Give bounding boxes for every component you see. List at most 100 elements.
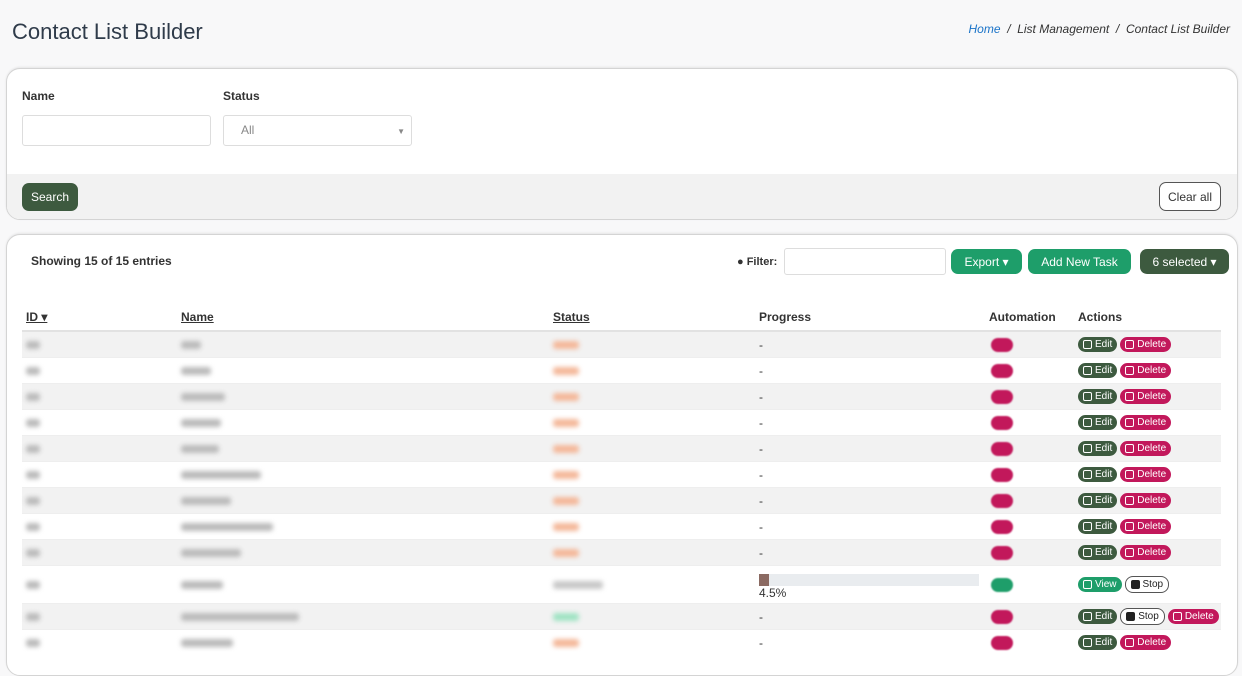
action-label: View: [1095, 579, 1117, 590]
action-button[interactable]: Delete: [1120, 519, 1172, 534]
action-button[interactable]: Delete: [1120, 363, 1172, 378]
table-cell: -: [755, 461, 985, 488]
action-button[interactable]: Delete: [1167, 609, 1219, 624]
action-button[interactable]: Delete: [1120, 337, 1172, 352]
add-task-button[interactable]: Add New Task: [1028, 249, 1131, 274]
action-button[interactable]: Delete: [1120, 493, 1172, 508]
icon: [1083, 612, 1092, 621]
action-button[interactable]: Edit: [1078, 467, 1118, 482]
table-cell: -: [755, 357, 985, 384]
redacted-id: [26, 393, 40, 402]
search-button[interactable]: Search: [22, 183, 78, 211]
action-label: Edit: [1095, 417, 1113, 428]
redacted-name: [181, 497, 231, 506]
table-row: - Edit Delete: [22, 487, 1221, 514]
column-header: Progress: [755, 303, 985, 332]
column-header[interactable]: Name: [177, 303, 549, 332]
progress-text: -: [759, 389, 763, 404]
action-label: Delete: [1137, 391, 1167, 402]
action-button[interactable]: Edit: [1078, 337, 1118, 352]
action-button[interactable]: Edit: [1078, 415, 1118, 430]
redacted-status: [553, 639, 579, 648]
table-cell: [22, 461, 177, 488]
table-cell: [985, 461, 1074, 488]
action-label: Edit: [1095, 365, 1113, 376]
column-header[interactable]: ID ▾: [22, 303, 177, 332]
selected-button[interactable]: 6 selected ▾: [1140, 249, 1229, 274]
icon: [1125, 470, 1135, 479]
table-cell: [549, 357, 755, 384]
icon: [1125, 392, 1135, 401]
action-button[interactable]: Delete: [1120, 389, 1172, 404]
table-row: - Edit Delete: [22, 357, 1221, 384]
action-button[interactable]: Edit: [1078, 389, 1118, 404]
action-button[interactable]: Edit: [1078, 545, 1118, 560]
status-select[interactable]: All ▼: [223, 115, 412, 146]
progress-text: -: [759, 337, 763, 352]
icon: [1125, 444, 1135, 453]
filter-label: ● Filter:: [737, 256, 778, 268]
progress-bar: [759, 573, 769, 586]
filter-input[interactable]: [784, 248, 946, 275]
icon: [1083, 444, 1092, 453]
action-button[interactable]: Edit: [1078, 519, 1118, 534]
action-label: Edit: [1095, 637, 1113, 648]
table-cell: -: [755, 603, 985, 630]
export-text: Export: [964, 254, 1000, 269]
icon: [1083, 340, 1092, 349]
action-button[interactable]: Delete: [1120, 635, 1172, 650]
table-cell: Edit Delete: [1074, 383, 1221, 410]
table-cell: -: [755, 409, 985, 436]
action-button[interactable]: View: [1078, 577, 1122, 592]
action-label: Delete: [1137, 339, 1167, 350]
action-button[interactable]: Stop: [1124, 576, 1170, 593]
icon: [1083, 638, 1092, 647]
icon: [1125, 418, 1135, 427]
breadcrumb-item: Contact List Builder: [1125, 22, 1230, 36]
table-cell: Edit Delete: [1074, 487, 1221, 514]
table-row: - Edit Delete: [22, 461, 1221, 488]
table-cell: [22, 435, 177, 462]
table-cell: Edit Delete: [1074, 539, 1221, 566]
clear-button[interactable]: Clear all: [1159, 182, 1221, 211]
redacted-status: [553, 613, 579, 622]
table-row: - Edit Delete: [22, 629, 1221, 655]
action-button[interactable]: Stop: [1120, 608, 1165, 625]
table-cell: [177, 487, 549, 514]
filter-text: Filter:: [746, 256, 778, 268]
progress-text: -: [759, 545, 763, 560]
progress-text: -: [759, 441, 763, 456]
action-button[interactable]: Delete: [1120, 415, 1172, 430]
action-button[interactable]: Edit: [1078, 609, 1118, 624]
action-button[interactable]: Edit: [1078, 363, 1118, 378]
table-cell: [177, 357, 549, 384]
action-button[interactable]: Edit: [1078, 635, 1118, 650]
action-label: Delete: [1137, 521, 1167, 532]
table-cell: [177, 383, 549, 410]
action-label: Delete: [1137, 443, 1167, 454]
column-header[interactable]: Status: [549, 303, 755, 332]
icon: [1083, 470, 1092, 479]
icon: [1125, 522, 1135, 531]
action-button[interactable]: Delete: [1120, 545, 1172, 560]
icon: [1083, 496, 1092, 505]
action-label: Delete: [1137, 417, 1167, 428]
progress-text: -: [759, 415, 763, 430]
automation-badge: [991, 337, 1013, 352]
action-button[interactable]: Edit: [1078, 493, 1118, 508]
redacted-id: [26, 523, 40, 532]
redacted-status: [553, 471, 579, 480]
automation-badge: [991, 493, 1013, 508]
icon: [1126, 612, 1136, 621]
table-cell: -: [755, 330, 985, 358]
table-cell: [177, 461, 549, 488]
action-button[interactable]: Delete: [1120, 441, 1172, 456]
export-button[interactable]: Export ▾: [951, 249, 1022, 274]
filter-footer: [7, 174, 1237, 219]
action-button[interactable]: Delete: [1120, 467, 1172, 482]
breadcrumb-link[interactable]: Home: [968, 22, 1001, 36]
name-input[interactable]: [22, 115, 211, 146]
table-row: - Edit Delete: [22, 513, 1221, 540]
action-label: Edit: [1095, 547, 1113, 558]
action-button[interactable]: Edit: [1078, 441, 1118, 456]
